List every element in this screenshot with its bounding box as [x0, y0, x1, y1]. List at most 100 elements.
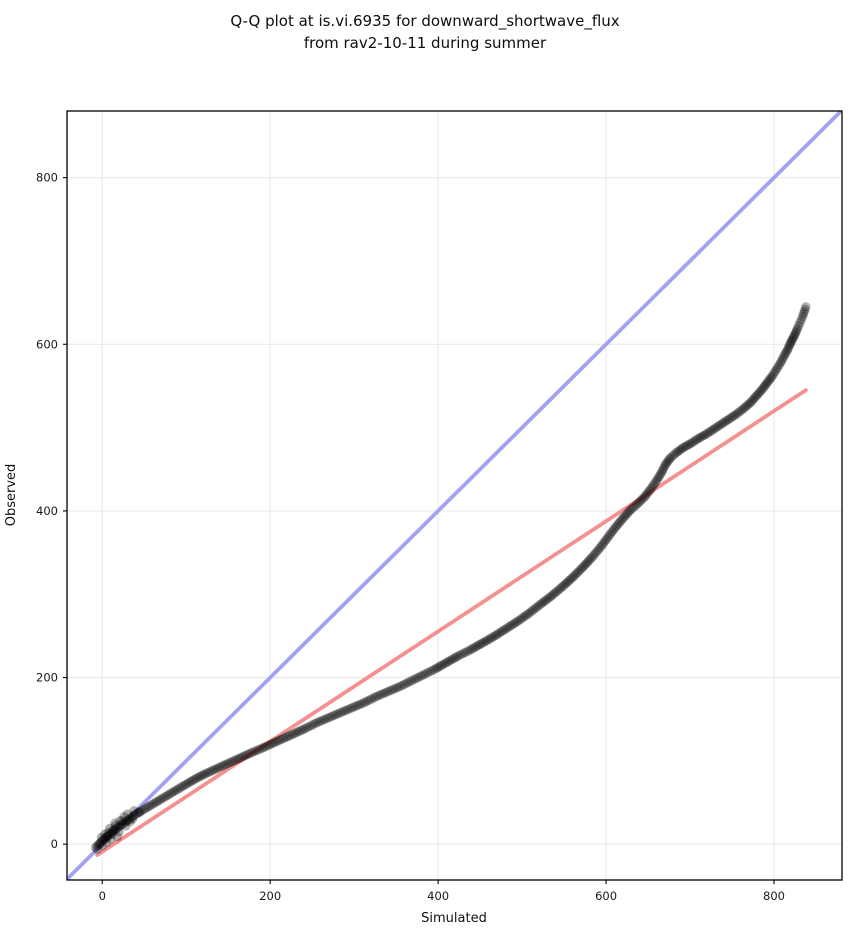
- scatter-point: [347, 702, 358, 713]
- scatter-point: [574, 566, 584, 576]
- scatter-point: [103, 827, 113, 838]
- scatter-point: [216, 761, 227, 772]
- scatter-point: [587, 552, 597, 563]
- scatter-point: [247, 747, 258, 758]
- scatter-point: [121, 821, 131, 831]
- scatter-point: [319, 714, 329, 725]
- scatter-points: [90, 302, 811, 854]
- scatter-point: [506, 620, 516, 631]
- scatter-point: [504, 622, 514, 632]
- scatter-point: [652, 474, 663, 484]
- scatter-point: [554, 585, 564, 595]
- scatter-point: [688, 437, 698, 447]
- scatter-point: [406, 676, 416, 686]
- scatter-point: [579, 561, 589, 571]
- scatter-point: [133, 808, 143, 818]
- scatter-point: [762, 377, 772, 388]
- scatter-point: [606, 528, 616, 539]
- scatter-point: [177, 781, 187, 792]
- scatter-point: [156, 794, 166, 804]
- scatter-point: [706, 425, 717, 436]
- scatter-point: [750, 392, 760, 403]
- scatter-point: [658, 463, 669, 474]
- scatter-point: [281, 732, 291, 743]
- scatter-point: [385, 686, 395, 696]
- scatter-point: [727, 412, 738, 422]
- scatter-point: [592, 546, 602, 557]
- scatter-point: [673, 446, 683, 457]
- scatter-point: [800, 304, 810, 314]
- scatter-point: [657, 465, 668, 476]
- scatter-point: [522, 610, 532, 620]
- scatter-point: [748, 394, 759, 404]
- scatter-point: [757, 384, 767, 394]
- scatter-point: [650, 478, 660, 488]
- scatter-point: [548, 589, 558, 600]
- scatter-point: [143, 801, 154, 812]
- scatter-point: [139, 804, 149, 814]
- scatter-point: [508, 619, 518, 629]
- scatter-point: [465, 645, 475, 655]
- scatter-point: [373, 691, 384, 701]
- scatter-point: [648, 480, 659, 490]
- scatter-point: [642, 488, 653, 498]
- scatter-point: [364, 695, 374, 705]
- scatter-point: [97, 841, 107, 851]
- scatter-point: [230, 755, 240, 766]
- y-axis-label: Observed: [4, 464, 19, 527]
- scatter-point: [114, 826, 124, 837]
- scatter-point: [425, 666, 435, 677]
- x-tick-label: 400: [427, 889, 449, 903]
- scatter-point: [747, 396, 757, 406]
- scatter-point: [742, 400, 752, 411]
- scatter-point: [633, 498, 643, 509]
- scatter-point: [561, 578, 571, 589]
- scatter-point: [744, 399, 754, 409]
- scatter-point: [145, 800, 156, 811]
- scatter-point: [537, 598, 548, 608]
- scatter-point: [584, 556, 594, 566]
- scatter-point: [243, 749, 253, 760]
- scatter-point: [432, 663, 442, 673]
- scatter-point: [716, 419, 726, 429]
- scatter-point: [152, 796, 162, 807]
- scatter-point: [655, 469, 665, 480]
- scatter-point: [689, 436, 700, 446]
- scatter-point: [114, 821, 124, 832]
- x-tick-label: 0: [99, 889, 106, 903]
- scatter-point: [278, 733, 289, 744]
- scatter-point: [546, 591, 557, 601]
- scatter-point: [437, 660, 448, 670]
- scatter-point: [636, 495, 647, 505]
- scatter-point: [99, 834, 109, 844]
- scatter-point: [475, 639, 485, 650]
- scatter-point: [328, 710, 339, 721]
- scatter-point: [756, 386, 766, 396]
- scatter-point: [234, 753, 244, 764]
- scatter-point: [105, 834, 116, 844]
- scatter-point: [102, 831, 113, 842]
- scatter-point: [697, 431, 707, 442]
- scatter-point: [219, 760, 229, 771]
- scatter-point: [343, 704, 353, 715]
- scatter-point: [187, 775, 197, 786]
- scatter-point: [199, 769, 210, 780]
- scatter-point: [214, 762, 225, 773]
- scatter-point: [490, 630, 501, 641]
- scatter-point: [331, 709, 341, 720]
- scatter-point: [725, 413, 736, 423]
- scatter-point: [160, 791, 170, 802]
- scatter-point: [99, 834, 109, 845]
- scatter-point: [221, 759, 231, 770]
- scatter-point: [443, 656, 454, 667]
- scatter-point: [408, 675, 419, 685]
- scatter-point: [110, 818, 120, 829]
- scatter-point: [292, 727, 302, 738]
- scatter-point: [676, 444, 687, 454]
- scatter-point: [411, 673, 421, 684]
- scatter-point: [366, 694, 376, 704]
- x-tick-label: 800: [763, 889, 785, 903]
- scatter-point: [740, 402, 751, 412]
- scatter-point: [612, 521, 622, 531]
